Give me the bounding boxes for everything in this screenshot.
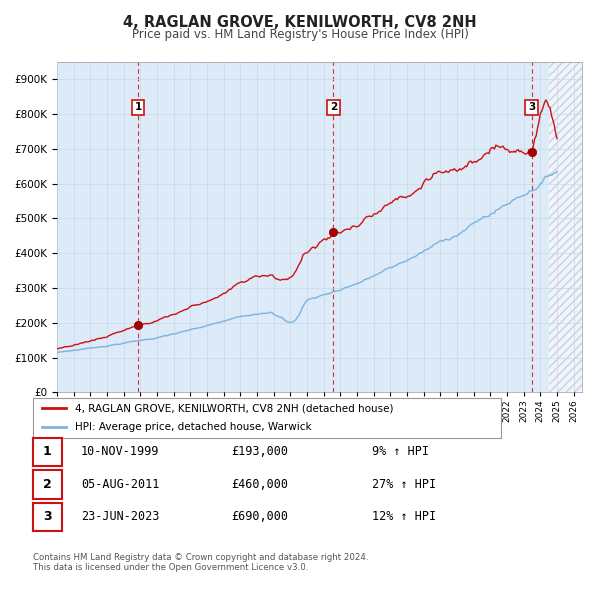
Text: HPI: Average price, detached house, Warwick: HPI: Average price, detached house, Warw… (75, 422, 312, 432)
Text: 27% ↑ HPI: 27% ↑ HPI (372, 478, 436, 491)
Text: 4, RAGLAN GROVE, KENILWORTH, CV8 2NH: 4, RAGLAN GROVE, KENILWORTH, CV8 2NH (123, 15, 477, 30)
Text: £690,000: £690,000 (231, 510, 288, 523)
Text: 1: 1 (134, 102, 142, 112)
Text: £460,000: £460,000 (231, 478, 288, 491)
Bar (548, 62, 582, 392)
Text: 05-AUG-2011: 05-AUG-2011 (81, 478, 160, 491)
Text: Price paid vs. HM Land Registry's House Price Index (HPI): Price paid vs. HM Land Registry's House … (131, 28, 469, 41)
Text: 10-NOV-1999: 10-NOV-1999 (81, 445, 160, 458)
Text: £193,000: £193,000 (231, 445, 288, 458)
Text: 1: 1 (43, 445, 52, 458)
Text: 12% ↑ HPI: 12% ↑ HPI (372, 510, 436, 523)
Text: 3: 3 (43, 510, 52, 523)
Text: 23-JUN-2023: 23-JUN-2023 (81, 510, 160, 523)
Text: This data is licensed under the Open Government Licence v3.0.: This data is licensed under the Open Gov… (33, 563, 308, 572)
Text: 2: 2 (330, 102, 337, 112)
Text: 9% ↑ HPI: 9% ↑ HPI (372, 445, 429, 458)
Text: 3: 3 (528, 102, 535, 112)
Text: 4, RAGLAN GROVE, KENILWORTH, CV8 2NH (detached house): 4, RAGLAN GROVE, KENILWORTH, CV8 2NH (de… (75, 404, 394, 414)
Text: Contains HM Land Registry data © Crown copyright and database right 2024.: Contains HM Land Registry data © Crown c… (33, 553, 368, 562)
Text: 2: 2 (43, 478, 52, 491)
